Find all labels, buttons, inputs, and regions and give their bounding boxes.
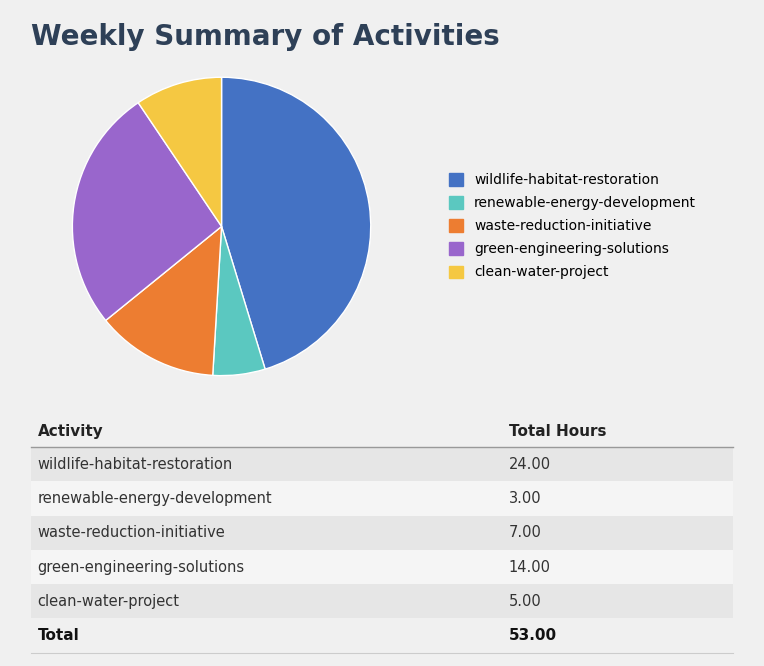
Text: 3.00: 3.00: [509, 491, 541, 506]
Text: clean-water-project: clean-water-project: [37, 594, 180, 609]
Bar: [31, 482, 733, 515]
Text: renewable-energy-development: renewable-energy-development: [37, 491, 272, 506]
Text: 24.00: 24.00: [509, 457, 551, 472]
Text: 5.00: 5.00: [509, 594, 541, 609]
Text: green-engineering-solutions: green-engineering-solutions: [37, 559, 244, 575]
Wedge shape: [105, 226, 222, 376]
Bar: [31, 550, 733, 584]
Wedge shape: [212, 226, 265, 376]
Text: 7.00: 7.00: [509, 525, 542, 540]
Bar: [31, 584, 733, 619]
Bar: [31, 447, 733, 482]
Text: waste-reduction-initiative: waste-reduction-initiative: [37, 525, 225, 540]
Legend: wildlife-habitat-restoration, renewable-energy-development, waste-reduction-init: wildlife-habitat-restoration, renewable-…: [445, 169, 700, 284]
Wedge shape: [138, 77, 222, 226]
Text: 53.00: 53.00: [509, 628, 557, 643]
Text: wildlife-habitat-restoration: wildlife-habitat-restoration: [37, 457, 233, 472]
Bar: [31, 515, 733, 550]
Text: 14.00: 14.00: [509, 559, 551, 575]
Text: Weekly Summary of Activities: Weekly Summary of Activities: [31, 23, 500, 51]
Text: Total: Total: [37, 628, 79, 643]
Text: Total Hours: Total Hours: [509, 424, 606, 440]
Wedge shape: [222, 77, 371, 369]
Text: Activity: Activity: [37, 424, 103, 440]
Wedge shape: [73, 103, 222, 320]
